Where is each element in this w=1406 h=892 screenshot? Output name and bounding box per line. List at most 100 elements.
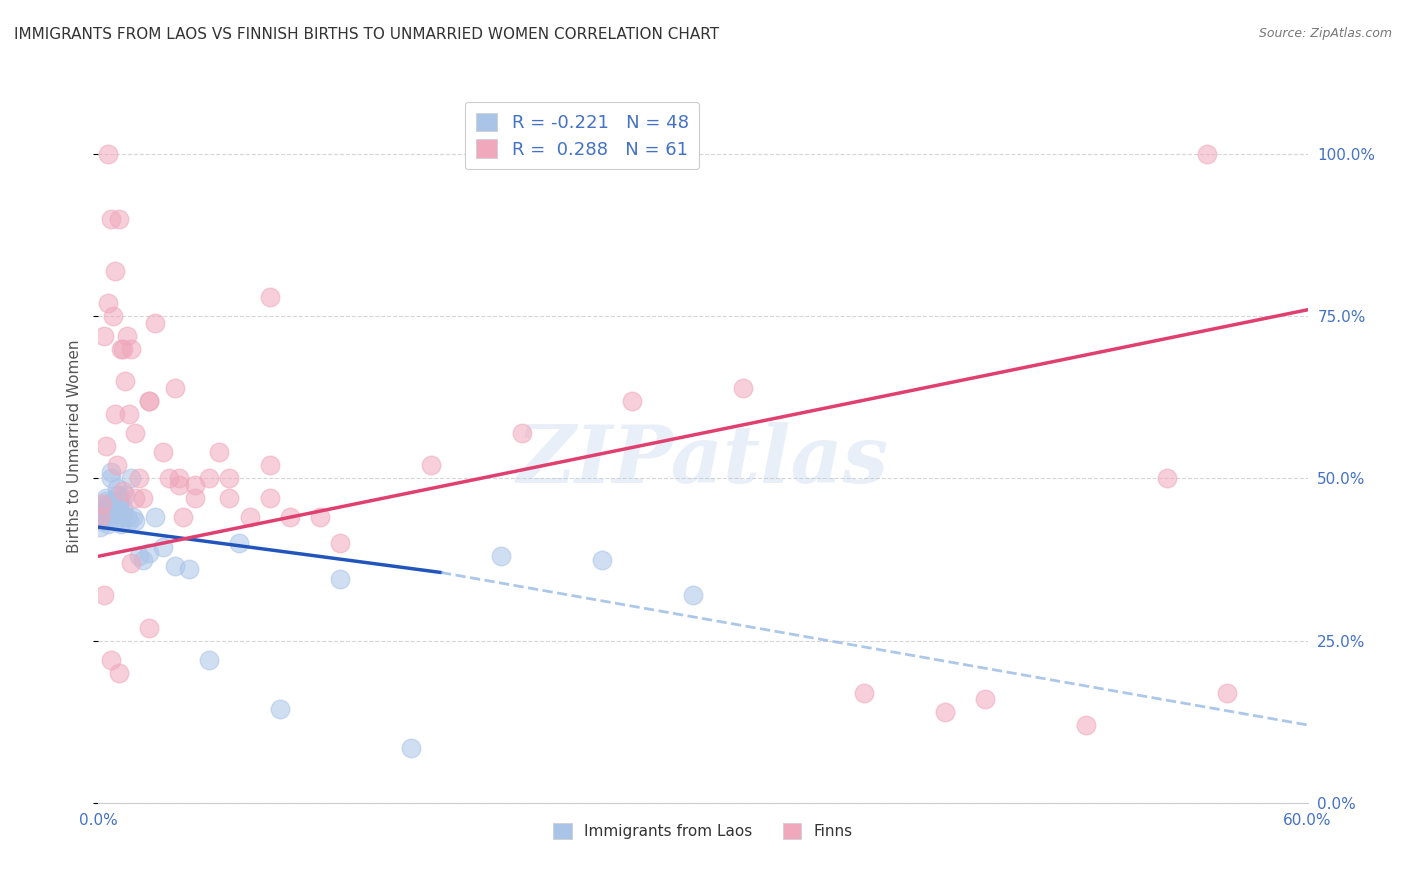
Point [115, 328, 138, 343]
Point [239, 510, 262, 524]
Point [89, 510, 111, 524]
Point [218, 471, 240, 485]
Point [111, 500, 134, 515]
Point [101, 310, 124, 324]
Point [120, 556, 142, 570]
Point [179, 562, 201, 576]
Point [111, 342, 134, 356]
Point [100, 211, 122, 226]
Point [120, 342, 142, 356]
Point [103, 407, 125, 421]
Point [124, 491, 146, 505]
Point [124, 514, 146, 528]
Point [934, 705, 956, 719]
Point [91, 514, 114, 528]
Point [107, 494, 129, 508]
Point [100, 471, 122, 485]
Point [96, 494, 118, 508]
Point [491, 549, 513, 564]
Point [105, 458, 128, 473]
Point [96, 491, 118, 505]
Point [621, 393, 644, 408]
Text: ZIPatlas: ZIPatlas [517, 422, 889, 499]
Point [259, 290, 281, 304]
Point [138, 546, 160, 560]
Point [91, 507, 114, 521]
Point [733, 381, 755, 395]
Point [100, 653, 122, 667]
Point [114, 488, 136, 502]
Y-axis label: Births to Unmarried Women: Births to Unmarried Women [67, 339, 83, 553]
Point [269, 702, 291, 716]
Point [96, 439, 118, 453]
Point [111, 484, 134, 499]
Point [682, 588, 704, 602]
Point [105, 481, 128, 495]
Text: IMMIGRANTS FROM LAOS VS FINNISH BIRTHS TO UNMARRIED WOMEN CORRELATION CHART: IMMIGRANTS FROM LAOS VS FINNISH BIRTHS T… [14, 27, 720, 42]
Point [97, 147, 120, 161]
Point [97, 516, 120, 531]
Point [105, 488, 128, 502]
Point [97, 296, 120, 310]
Legend: Immigrants from Laos, Finns: Immigrants from Laos, Finns [547, 817, 859, 845]
Point [110, 342, 132, 356]
Point [96, 497, 118, 511]
Point [138, 621, 160, 635]
Point [111, 507, 134, 521]
Point [118, 514, 141, 528]
Point [1195, 147, 1218, 161]
Point [198, 653, 221, 667]
Point [259, 458, 281, 473]
Point [91, 497, 114, 511]
Point [1156, 471, 1178, 485]
Point [1074, 718, 1097, 732]
Point [138, 393, 160, 408]
Point [89, 520, 111, 534]
Point [115, 510, 138, 524]
Point [132, 491, 155, 505]
Point [103, 264, 125, 278]
Point [132, 552, 155, 566]
Point [107, 211, 129, 226]
Point [124, 425, 146, 440]
Point [93, 510, 115, 524]
Point [329, 536, 352, 550]
Point [974, 692, 997, 706]
Point [100, 465, 122, 479]
Point [103, 514, 125, 528]
Point [157, 471, 180, 485]
Point [97, 500, 120, 515]
Point [107, 666, 129, 681]
Point [110, 516, 132, 531]
Point [167, 471, 190, 485]
Point [101, 494, 124, 508]
Point [329, 572, 352, 586]
Point [420, 458, 443, 473]
Point [591, 552, 613, 566]
Point [97, 510, 120, 524]
Point [143, 510, 166, 524]
Point [103, 507, 125, 521]
Point [101, 500, 124, 515]
Point [228, 536, 250, 550]
Text: Source: ZipAtlas.com: Source: ZipAtlas.com [1258, 27, 1392, 40]
Point [120, 471, 142, 485]
Point [103, 500, 125, 515]
Point [309, 510, 332, 524]
Point [128, 471, 150, 485]
Point [138, 393, 160, 408]
Point [107, 500, 129, 515]
Point [218, 491, 240, 505]
Point [259, 491, 281, 505]
Point [128, 549, 150, 564]
Point [93, 500, 115, 515]
Point [114, 374, 136, 388]
Point [163, 559, 186, 574]
Point [152, 540, 174, 554]
Point [1216, 685, 1239, 699]
Point [110, 510, 132, 524]
Point [172, 510, 194, 524]
Point [121, 510, 143, 524]
Point [399, 740, 422, 755]
Point [152, 445, 174, 459]
